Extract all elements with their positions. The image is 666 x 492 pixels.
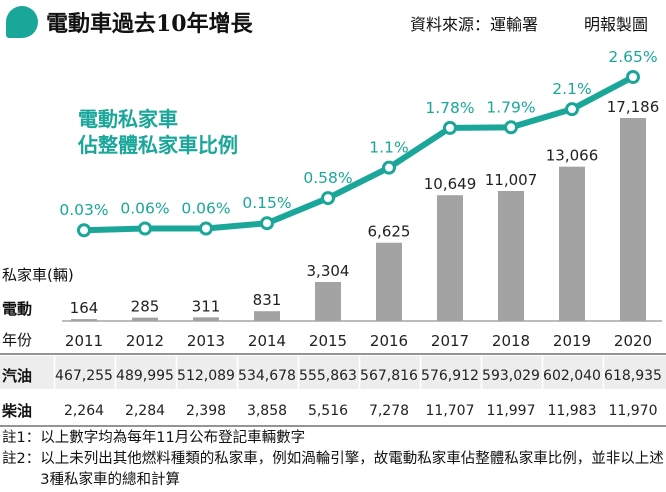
year-tick-label: 2018 xyxy=(492,332,530,350)
year-tick-label: 2011 xyxy=(65,332,103,350)
diesel-row-label: 柴油 xyxy=(2,402,33,420)
footnotes: 註1： 以上數字均為每年11月公布登記車輛數字 註2： 以上未列出其他燃料種類的… xyxy=(2,428,664,491)
year-tick-label: 2013 xyxy=(187,332,225,350)
footnote-marker: 註2： xyxy=(2,451,41,467)
speech-bubble-icon xyxy=(6,6,38,38)
diesel-cell: 3,858 xyxy=(247,403,287,419)
share-line xyxy=(81,74,636,234)
share-point xyxy=(626,70,640,84)
share-value-label: 0.03% xyxy=(59,201,108,219)
chart-title: 電動車過去10年增長 xyxy=(46,11,253,37)
bar xyxy=(71,319,97,321)
electric-row-label: 電動 xyxy=(2,300,33,318)
share-point xyxy=(321,191,335,206)
footnote-2: 註2： 以上未列出其他燃料種類的私家車，例如渦輪引擎，故電動私家車佔整體私家車比… xyxy=(2,449,664,491)
share-value-label: 0.06% xyxy=(181,199,230,217)
legend-line-2: 佔整體私家車比例 xyxy=(78,133,238,157)
diesel-cell: 11,997 xyxy=(487,403,536,419)
petrol-cell: 467,255 xyxy=(55,368,113,384)
petrol-cell: 512,089 xyxy=(177,368,235,384)
share-point xyxy=(504,120,518,135)
diesel-cell: 11,707 xyxy=(426,403,475,419)
petrol-cell: 534,678 xyxy=(238,368,296,384)
bar-value-label: 3,304 xyxy=(307,262,350,280)
bar-value-label: 311 xyxy=(192,297,221,315)
share-value-label: 1.1% xyxy=(369,139,408,157)
share-point xyxy=(138,221,152,236)
diesel-cell: 5,516 xyxy=(308,403,348,419)
share-value-label: 2.1% xyxy=(552,80,591,98)
chart-canvas: 164 285 311 831 3,304 6,625 10,649 11,007 13,066… xyxy=(0,48,666,427)
bar xyxy=(315,281,341,321)
petrol-cell: 567,816 xyxy=(360,368,418,384)
year-tick-label: 2014 xyxy=(248,332,286,350)
share-value-label: 0.06% xyxy=(120,199,169,217)
share-value-label: 0.15% xyxy=(242,194,291,212)
petrol-cell: 555,863 xyxy=(299,368,357,384)
bar xyxy=(193,317,219,321)
graphic-credit: 明報製圖 xyxy=(584,15,649,34)
petrol-row-label: 汽油 xyxy=(2,367,33,385)
share-point xyxy=(382,160,396,175)
petrol-cell: 576,912 xyxy=(421,368,479,384)
bar-value-label: 831 xyxy=(253,291,282,309)
petrol-row-bg xyxy=(0,356,666,389)
header: 電動車過去10年增長 資料來源：運輸署 明報製圖 xyxy=(0,0,666,46)
bar xyxy=(437,195,463,321)
share-value-label: 2.65% xyxy=(608,48,657,66)
year-tick-label: 2015 xyxy=(309,332,347,350)
petrol-cell: 593,029 xyxy=(482,368,540,384)
share-point xyxy=(199,221,213,236)
diesel-cell: 11,970 xyxy=(609,403,658,419)
bar xyxy=(620,118,646,321)
bar-value-label: 164 xyxy=(70,299,99,317)
share-value-label: 1.79% xyxy=(486,98,535,116)
bar-value-label: 13,066 xyxy=(546,147,599,165)
share-point xyxy=(565,102,579,117)
year-row-label: 年份 xyxy=(2,331,33,349)
bar-value-label: 6,625 xyxy=(368,223,411,241)
share-point xyxy=(443,120,457,135)
year-tick-label: 2017 xyxy=(431,332,469,350)
diesel-cell: 2,398 xyxy=(186,403,226,419)
diesel-cell: 2,284 xyxy=(125,403,165,419)
bar xyxy=(132,317,158,321)
legend-line-1: 電動私家車 xyxy=(78,107,178,131)
bar-value-label: 10,649 xyxy=(424,175,477,193)
footnote-1: 註1： 以上數字均為每年11月公布登記車輛數字 xyxy=(2,428,664,449)
bar-value-label: 11,007 xyxy=(485,171,538,189)
bar xyxy=(559,166,585,321)
year-tick-label: 2016 xyxy=(370,332,408,350)
footnote-marker: 註1： xyxy=(2,430,41,446)
source-credit: 資料來源：運輸署 xyxy=(410,15,539,34)
unit-label: 私家車(輛) xyxy=(2,266,74,284)
year-tick-label: 2012 xyxy=(126,332,164,350)
diesel-cell: 2,264 xyxy=(64,403,104,419)
diesel-cell: 11,983 xyxy=(548,403,597,419)
bar-value-label: 285 xyxy=(131,298,160,316)
bar-value-label: 17,186 xyxy=(607,98,660,116)
share-value-label: 1.78% xyxy=(425,99,474,117)
share-point xyxy=(77,223,91,238)
share-value-label: 0.58% xyxy=(303,169,352,187)
footnote-text: 以上未列出其他燃料種類的私家車，例如渦輪引擎，故電動私家車佔整體私家車比例，並非… xyxy=(40,451,664,488)
petrol-cell: 489,995 xyxy=(116,368,174,384)
bar xyxy=(498,190,524,321)
year-tick-label: 2020 xyxy=(614,332,652,350)
bar xyxy=(254,311,280,321)
share-point xyxy=(260,216,274,231)
diesel-cell: 7,278 xyxy=(369,403,409,419)
footnote-text: 以上數字均為每年11月公布登記車輛數字 xyxy=(40,430,306,446)
petrol-cell: 602,040 xyxy=(543,368,601,384)
year-tick-label: 2019 xyxy=(553,332,591,350)
petrol-cell: 618,935 xyxy=(604,368,662,384)
line-legend: 電動私家車 佔整體私家車比例 xyxy=(78,106,238,158)
bar xyxy=(376,242,402,321)
